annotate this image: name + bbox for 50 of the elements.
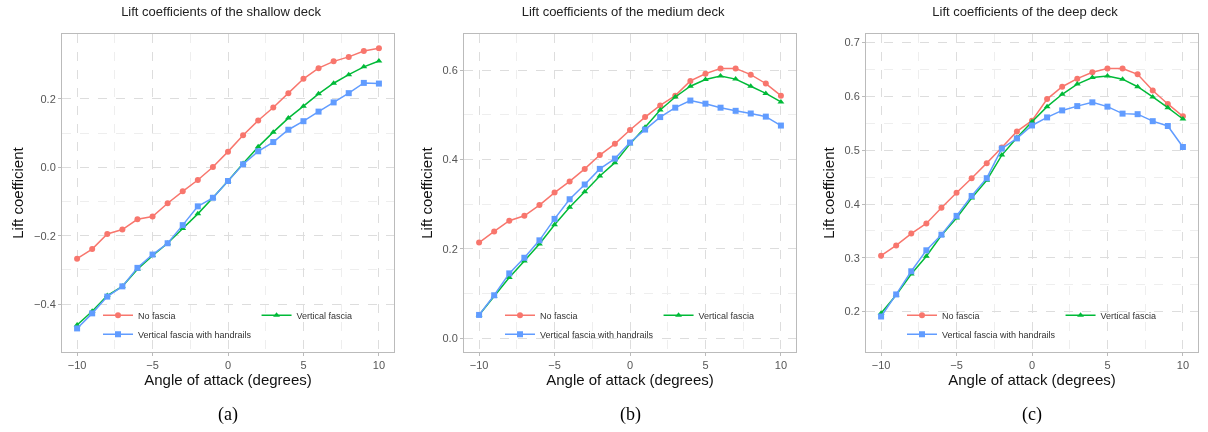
x-tick-label: 10 bbox=[774, 359, 788, 372]
y-axis-title: Lift coefficient bbox=[9, 146, 27, 239]
legend-label: Vertical fascia with handrails bbox=[138, 329, 252, 340]
chart-title: Lift coefficients of the medium deck bbox=[521, 3, 725, 19]
chart-title: Lift coefficients of the deep deck bbox=[932, 3, 1119, 19]
x-tick-label: −5 bbox=[950, 359, 963, 372]
y-tick-label: 0.0 bbox=[40, 161, 56, 174]
y-tick-label: 0.4 bbox=[844, 197, 860, 210]
y-tick-label: 0.6 bbox=[442, 64, 458, 77]
x-tick-label: −10 bbox=[469, 359, 489, 372]
x-tick-label: 0 bbox=[1028, 359, 1036, 372]
x-tick-label: −5 bbox=[548, 359, 561, 372]
x-tick-label: 5 bbox=[300, 359, 307, 372]
legend-label: No fascia bbox=[942, 310, 980, 321]
legend-label: Vertical fascia bbox=[698, 310, 755, 321]
chart-title: Lift coefficients of the shallow deck bbox=[121, 3, 322, 19]
x-tick-label: −5 bbox=[146, 359, 159, 372]
x-tick-label: −10 bbox=[871, 359, 891, 372]
y-tick-label: 0.5 bbox=[844, 144, 860, 157]
y-tick-label: 0.0 bbox=[442, 332, 458, 344]
x-tick-label: −10 bbox=[67, 359, 87, 372]
text: (a) bbox=[218, 404, 238, 425]
x-axis-title: Angle of attack (degrees) bbox=[948, 371, 1116, 389]
x-tick-label: 0 bbox=[224, 359, 232, 372]
legend-label: Vertical fascia bbox=[1100, 310, 1157, 321]
text: (b) bbox=[620, 404, 641, 425]
y-tick-label: 0.4 bbox=[442, 153, 458, 166]
legend-label: Vertical fascia bbox=[296, 310, 353, 321]
x-axis-title: Angle of attack (degrees) bbox=[144, 371, 312, 389]
y-axis-title: Lift coefficient bbox=[819, 146, 837, 239]
legend-label: Vertical fascia with handrails bbox=[540, 329, 654, 340]
legend-label: No fascia bbox=[138, 310, 176, 321]
y-tick-label: 0.2 bbox=[442, 242, 458, 255]
text: (c) bbox=[1022, 404, 1042, 425]
y-tick-label: 0.6 bbox=[844, 90, 860, 103]
x-tick-label: 10 bbox=[1176, 359, 1190, 372]
y-tick-label: −0.4 bbox=[34, 297, 56, 310]
y-tick-label: 0.3 bbox=[844, 251, 860, 264]
y-tick-label: 0.7 bbox=[844, 36, 860, 49]
x-tick-label: 0 bbox=[626, 359, 634, 372]
x-tick-label: 10 bbox=[372, 359, 386, 372]
legend-label: No fascia bbox=[540, 310, 578, 321]
x-tick-label: 5 bbox=[1104, 359, 1111, 372]
legend-label: Vertical fascia with handrails bbox=[942, 329, 1056, 340]
y-tick-label: 0.2 bbox=[844, 305, 860, 318]
x-tick-label: 5 bbox=[702, 359, 709, 372]
y-tick-label: 0.2 bbox=[40, 92, 56, 105]
x-axis-title: Angle of attack (degrees) bbox=[546, 371, 714, 389]
y-tick-label: −0.2 bbox=[34, 229, 56, 242]
y-axis-title: Lift coefficient bbox=[417, 146, 435, 239]
